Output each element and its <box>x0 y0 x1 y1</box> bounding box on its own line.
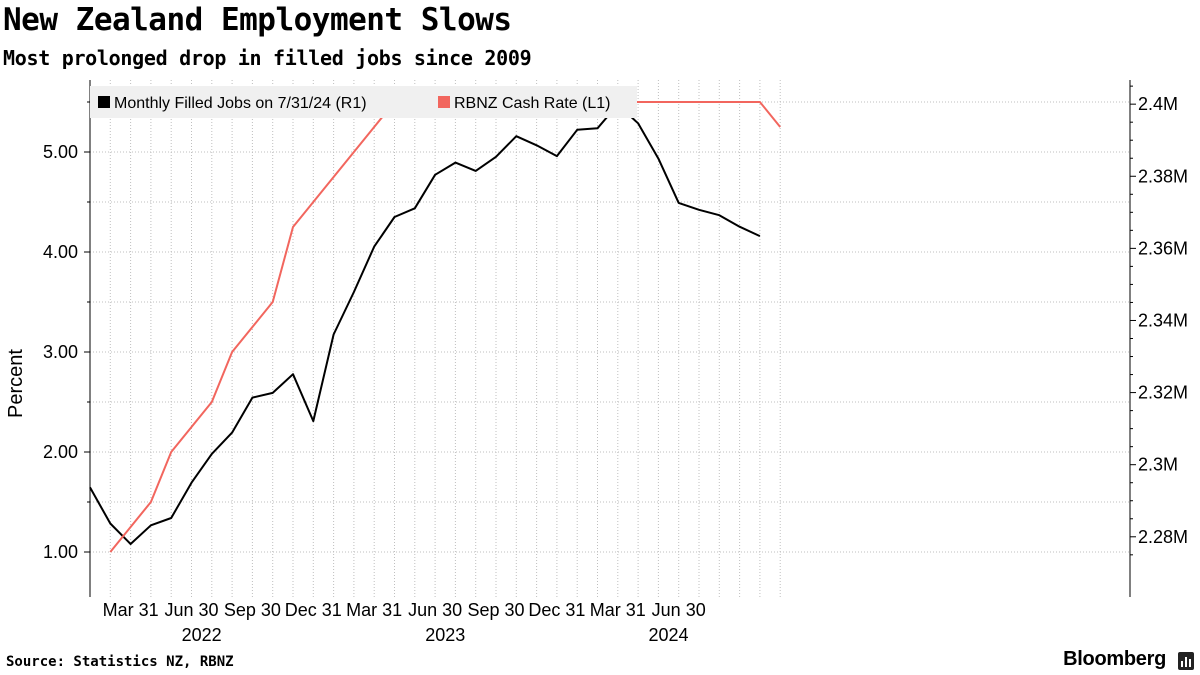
x-axis-year-label: 2024 <box>649 625 689 645</box>
left-axis-tick-label: 3.00 <box>43 342 78 362</box>
series-line-filled-jobs <box>89 103 761 545</box>
left-axis-tick-label: 1.00 <box>43 542 78 562</box>
right-axis-tick-label: 2.4M <box>1138 94 1178 114</box>
x-axis-tick-label: Jun 30 <box>408 600 462 620</box>
chart-subtitle: Most prolonged drop in filled jobs since… <box>3 46 532 70</box>
x-axis-year-label: 2022 <box>182 625 222 645</box>
x-axis-tick-label: Jun 30 <box>652 600 706 620</box>
x-axis-tick-label: Mar 31 <box>346 600 402 620</box>
x-axis-year-label: 2023 <box>425 625 465 645</box>
right-axis-tick-label: 2.32M <box>1138 383 1188 403</box>
bloomberg-logo: Bloomberg <box>1063 648 1166 670</box>
x-axis-tick-label: Jun 30 <box>164 600 218 620</box>
right-axis-tick-label: 2.28M <box>1138 527 1188 547</box>
right-axis-tick-label: 2.38M <box>1138 166 1188 186</box>
x-axis-tick-label: Sep 30 <box>224 600 281 620</box>
source-note: Source: Statistics NZ, RBNZ <box>6 654 234 670</box>
legend-box <box>90 86 637 118</box>
x-axis-tick-label: Sep 30 <box>467 600 524 620</box>
legend-swatch-cash-rate <box>438 96 450 108</box>
x-axis-tick-label: Mar 31 <box>103 600 159 620</box>
legend-label-filled-jobs: Monthly Filled Jobs on 7/31/24 (R1) <box>114 95 367 112</box>
left-axis-title: Percent <box>5 349 27 418</box>
right-axis-tick-label: 2.34M <box>1138 310 1188 330</box>
left-axis-tick-label: 2.00 <box>43 442 78 462</box>
x-axis-tick-label: Dec 31 <box>528 600 585 620</box>
left-axis-tick-label: 4.00 <box>43 242 78 262</box>
x-axis-tick-label: Dec 31 <box>285 600 342 620</box>
right-axis-tick-label: 2.36M <box>1138 238 1188 258</box>
chart-title: New Zealand Employment Slows <box>3 2 512 38</box>
bloomberg-terminal-icon <box>1178 652 1194 670</box>
left-axis-tick-label: 5.00 <box>43 142 78 162</box>
right-axis-tick-label: 2.3M <box>1138 455 1178 475</box>
legend-label-cash-rate: RBNZ Cash Rate (L1) <box>454 95 611 112</box>
legend-swatch-filled-jobs <box>98 96 110 108</box>
x-axis-tick-label: Mar 31 <box>590 600 646 620</box>
